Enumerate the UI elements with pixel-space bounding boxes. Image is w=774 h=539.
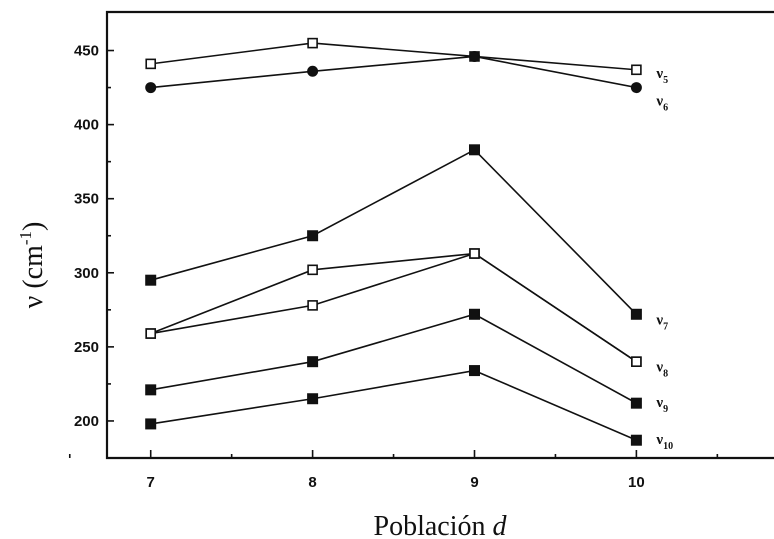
x-tick-label: 9 bbox=[470, 474, 478, 491]
series: ν9 bbox=[145, 308, 668, 415]
data-point bbox=[630, 397, 642, 409]
data-point bbox=[145, 274, 157, 286]
data-point bbox=[468, 365, 480, 377]
data-point bbox=[468, 308, 480, 320]
series-line bbox=[150, 55, 637, 89]
data-point bbox=[145, 82, 157, 94]
data-point bbox=[307, 356, 319, 368]
series-line bbox=[150, 252, 637, 363]
data-point bbox=[145, 328, 157, 339]
y-tick-label: 200 bbox=[74, 413, 99, 430]
data-point bbox=[630, 434, 642, 446]
series-layer: ν5 ν6 ν7 ν8 ν9 ν10 bbox=[145, 37, 673, 452]
data-point bbox=[145, 418, 157, 430]
data-point bbox=[307, 264, 318, 276]
data-point bbox=[307, 37, 318, 49]
y-tick-label: 300 bbox=[74, 265, 99, 282]
data-point bbox=[307, 230, 319, 242]
data-point bbox=[468, 50, 480, 62]
series-label: ν7 bbox=[655, 312, 668, 332]
y-tick-label: 450 bbox=[74, 43, 99, 60]
data-point bbox=[307, 393, 319, 405]
series-line bbox=[150, 313, 637, 404]
series-label: ν8 bbox=[655, 360, 668, 380]
series bbox=[145, 248, 642, 367]
series: ν8 bbox=[145, 248, 668, 380]
data-point bbox=[630, 82, 642, 94]
series-line bbox=[150, 369, 637, 441]
data-point bbox=[631, 64, 642, 76]
data-point bbox=[468, 144, 480, 156]
data-point bbox=[145, 58, 157, 70]
series-label: ν9 bbox=[655, 395, 668, 415]
series-label: ν6 bbox=[655, 94, 668, 114]
series-line bbox=[150, 42, 637, 71]
data-point bbox=[630, 308, 642, 320]
x-tick-label: 8 bbox=[308, 474, 316, 491]
data-point bbox=[307, 300, 318, 311]
y-tick-label: 400 bbox=[74, 117, 99, 134]
x-tick-label: 7 bbox=[147, 474, 155, 491]
data-point bbox=[631, 356, 642, 367]
series: ν6 bbox=[145, 50, 668, 114]
data-point bbox=[145, 384, 157, 396]
x-tick-label: 10 bbox=[628, 474, 645, 491]
data-point bbox=[469, 248, 480, 259]
axes: 200 250 300 350 400 450 7 8 9 10 bbox=[68, 10, 774, 491]
series-line bbox=[150, 148, 637, 315]
series-label: ν10 bbox=[655, 432, 673, 452]
series-line bbox=[150, 252, 637, 363]
y-axis-title: ν (cm-1) bbox=[16, 222, 49, 309]
series-label: ν5 bbox=[655, 66, 668, 86]
plot-frame bbox=[105, 10, 774, 460]
x-axis-title: Población d bbox=[374, 511, 508, 539]
data-point bbox=[307, 65, 319, 77]
series: ν10 bbox=[145, 365, 673, 452]
y-tick-label: 350 bbox=[74, 191, 99, 208]
series: ν7 bbox=[145, 144, 668, 332]
y-tick-label: 250 bbox=[74, 339, 99, 356]
